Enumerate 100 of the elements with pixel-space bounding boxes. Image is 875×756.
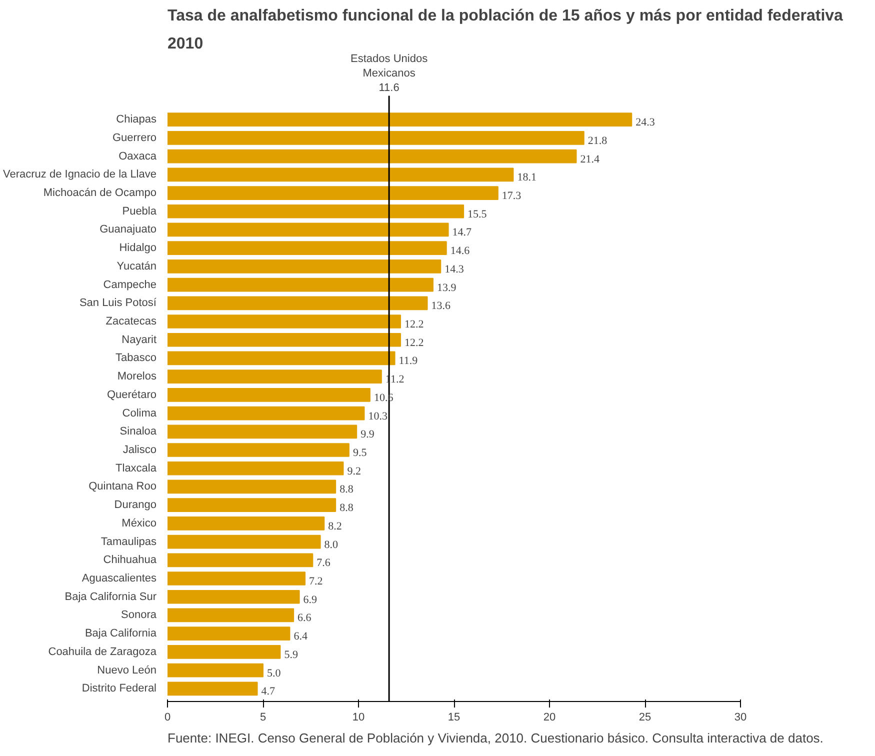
source-note: Fuente: INEGI. Censo General de Población y Vivienda, 2010. Cuestionario básico. Consulta interactiva de datos. [168, 730, 824, 746]
bar [168, 222, 449, 237]
x-tick-label: 20 [543, 712, 556, 724]
bar [168, 608, 294, 622]
y-tick-label: Tabasco [116, 352, 157, 364]
bar [168, 296, 428, 310]
data-label: 10.3 [368, 410, 388, 422]
y-tick-label: Tlaxcala [116, 462, 158, 474]
y-tick-label: Tamaulipas [100, 536, 157, 548]
data-label: 17.3 [502, 190, 522, 202]
y-tick-label: Distrito Federal [82, 682, 156, 695]
bar [168, 461, 344, 476]
x-tick-label: 30 [734, 712, 747, 724]
bar [168, 682, 258, 696]
data-label: 8.8 [340, 502, 354, 514]
bar [168, 332, 402, 347]
bar [168, 351, 396, 366]
bar [168, 112, 632, 127]
bar [168, 424, 358, 439]
y-tick-label: Campeche [103, 278, 157, 291]
bar [168, 186, 498, 200]
data-label: 5.0 [267, 667, 282, 680]
x-tick-label: 0 [164, 712, 171, 724]
y-tick-label: Chiapas [116, 114, 157, 126]
bar [168, 534, 321, 549]
data-label: 8.2 [328, 520, 342, 532]
data-label: 18.1 [517, 172, 536, 184]
bar [168, 314, 402, 328]
y-tick-label: Veracruz de Ignacio de la Llave [3, 168, 157, 181]
y-tick-label: Guanajuato [100, 224, 157, 236]
bar [168, 572, 306, 586]
data-label: 8.0 [324, 538, 339, 551]
y-tick-label: Querétaro [106, 388, 157, 401]
bar [168, 626, 290, 641]
y-tick-label: Hidalgo [119, 242, 157, 254]
y-tick-label: San Luis Potosí [79, 297, 158, 310]
y-tick-label: Jalisco [122, 444, 156, 456]
y-tick-label: México [122, 517, 156, 530]
y-tick-label: Coahuila de Zaragoza [48, 646, 158, 658]
y-tick-label: Durango [114, 499, 157, 512]
data-label: 7.2 [309, 576, 323, 588]
data-label: 11.9 [398, 355, 418, 368]
bar [168, 498, 336, 512]
data-label: 6.4 [294, 630, 308, 643]
bar [168, 443, 350, 457]
bar [168, 204, 464, 218]
bar [168, 149, 577, 164]
data-label: 14.6 [450, 245, 470, 258]
bar [168, 645, 281, 659]
bar [168, 406, 365, 420]
y-tick-label: Guerrero [112, 132, 157, 144]
x-tick-label: 10 [352, 712, 365, 724]
chart-title: Tasa de analfabetismo funcional de la población de 15 años y más por entidad federativa [168, 8, 844, 24]
chart-subtitle: 2010 [168, 36, 204, 52]
y-tick-label: Puebla [122, 205, 158, 218]
bar [168, 663, 264, 678]
y-tick-label: Chihuahua [103, 554, 158, 566]
y-tick-label: Quintana Roo [88, 480, 157, 493]
data-label: 24.3 [636, 116, 656, 129]
y-tick-label: Zacatecas [106, 316, 157, 328]
data-label: 13.6 [431, 300, 452, 312]
data-label: 9.2 [347, 465, 361, 478]
y-tick-label: Sinaloa [120, 426, 158, 438]
x-tick-label: 25 [638, 712, 652, 724]
data-label: 14.3 [444, 263, 464, 276]
y-tick-label: Oaxaca [118, 150, 158, 162]
bar [168, 480, 336, 494]
data-label: 21.8 [588, 134, 608, 147]
bar [168, 388, 370, 402]
data-label: 12.2 [404, 336, 424, 349]
y-tick-label: Colima [122, 407, 158, 420]
bar [168, 278, 434, 292]
y-tick-label: Sonora [121, 609, 158, 622]
data-label: 15.5 [468, 208, 488, 220]
data-label: 13.9 [436, 282, 457, 294]
data-label: 4.7 [261, 686, 276, 698]
bar [168, 553, 314, 568]
bar [168, 168, 514, 182]
y-tick-label: Michoacán de Ocampo [43, 187, 157, 200]
y-tick-label: Aguascalientes [82, 572, 157, 585]
bar [168, 516, 325, 530]
y-tick-label: Morelos [117, 370, 157, 383]
bar [168, 131, 584, 145]
data-label: 21.4 [580, 153, 600, 166]
bar [168, 260, 442, 274]
y-tick-label: Baja California [84, 628, 158, 640]
data-label: 6.9 [303, 594, 318, 606]
bar [168, 370, 382, 384]
y-tick-label: Baja California Sur [64, 590, 157, 603]
data-label: 14.7 [452, 226, 472, 239]
data-label: 7.6 [316, 557, 331, 570]
data-label: 9.9 [360, 428, 375, 441]
data-label: 8.8 [340, 484, 354, 496]
x-tick-label: 5 [260, 712, 266, 724]
y-tick-label: Nayarit [122, 334, 156, 346]
x-tick-label: 15 [448, 712, 460, 724]
bar [168, 590, 300, 604]
y-tick-label: Nuevo León [97, 664, 157, 676]
data-label: 6.6 [298, 612, 312, 624]
data-label: 5.9 [284, 648, 298, 661]
